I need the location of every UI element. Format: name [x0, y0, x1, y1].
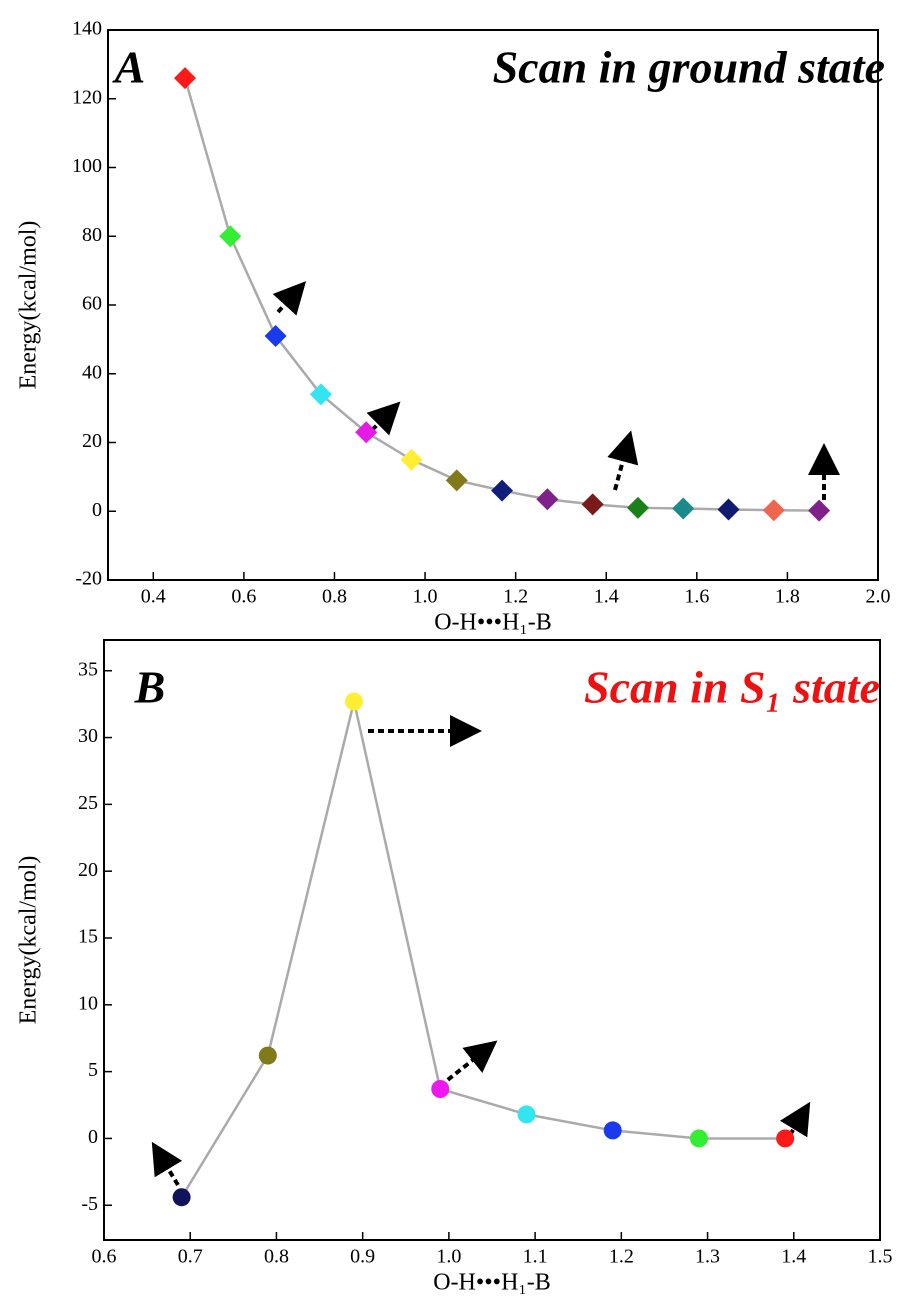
chart-title: Scan in ground state [493, 42, 885, 93]
x-tick-label: 1.2 [503, 586, 528, 608]
y-tick-label: 10 [78, 992, 98, 1014]
y-tick-label: 25 [78, 792, 98, 814]
data-point [717, 498, 740, 521]
y-tick-label: 5 [88, 1059, 98, 1081]
data-point [264, 324, 287, 347]
y-tick-label: 35 [78, 658, 98, 680]
data-point [219, 225, 242, 248]
data-point [172, 1188, 191, 1207]
chart-title: Scan in S₁ state [584, 662, 880, 713]
y-tick-label: 40 [82, 361, 102, 383]
data-point [603, 1121, 622, 1140]
data-point [626, 496, 649, 519]
data-point [400, 448, 423, 471]
y-tick-label: 140 [72, 18, 102, 40]
y-tick-label: 0 [92, 499, 102, 521]
molecule-arrows [151, 281, 840, 1187]
data-point [581, 493, 604, 516]
x-tick-label: 1.4 [594, 586, 619, 608]
panel-label: B [134, 662, 166, 713]
data-point [355, 421, 378, 444]
plot-frame [103, 639, 881, 1241]
y-tick-label: 20 [78, 859, 98, 881]
x-tick-label: 1.1 [523, 1246, 548, 1268]
x-tick-label: 1.2 [609, 1246, 634, 1268]
data-point [445, 469, 468, 492]
y-tick-label: 80 [82, 224, 102, 246]
data-point [345, 692, 364, 711]
data-point [174, 67, 196, 90]
x-tick-label: 1.6 [684, 586, 709, 608]
y-tick-label: 0 [88, 1126, 98, 1148]
data-point [776, 1129, 795, 1148]
y-axis-label: Energy(kcal/mol) [16, 221, 42, 390]
series-line [180, 701, 786, 1198]
y-tick-label: -5 [81, 1193, 98, 1215]
data-point [517, 1105, 536, 1124]
y-tick-label: 30 [78, 725, 98, 747]
y-tick-label: 20 [82, 430, 102, 452]
y-tick-label: 60 [82, 293, 102, 315]
x-tick-label: 1.0 [436, 1246, 461, 1268]
data-point [431, 1079, 450, 1098]
series-line [183, 77, 820, 512]
x-tick-label: 2.0 [866, 586, 891, 608]
x-tick-label: 0.4 [141, 586, 166, 608]
data-point [536, 488, 559, 511]
x-tick-label: 1.5 [868, 1246, 893, 1268]
x-tick-label: 0.7 [178, 1246, 203, 1268]
y-tick-label: 120 [72, 86, 102, 108]
plot-frame [107, 29, 879, 581]
data-point [689, 1129, 708, 1148]
data-point [672, 497, 695, 520]
data-point [762, 499, 785, 522]
x-axis-label: O-H•••H₁-B [433, 1270, 551, 1296]
x-tick-label: 0.6 [92, 1246, 117, 1268]
x-tick-label: 1.3 [695, 1246, 720, 1268]
data-point [258, 1046, 277, 1065]
y-tick-label: 15 [78, 926, 98, 948]
x-tick-label: 0.9 [350, 1246, 375, 1268]
data-point [808, 499, 831, 522]
x-axis-label: O-H•••H₁-B [434, 610, 552, 636]
y-axis-label: Energy(kcal/mol) [16, 856, 42, 1025]
panel-label: A [112, 42, 146, 93]
data-point [491, 479, 514, 502]
x-tick-label: 0.8 [322, 586, 347, 608]
x-tick-label: 1.8 [775, 586, 800, 608]
y-tick-label: 100 [72, 155, 102, 177]
x-tick-label: 0.6 [231, 586, 256, 608]
x-tick-label: 1.4 [781, 1246, 806, 1268]
y-tick-label: -20 [75, 568, 102, 590]
data-point [309, 383, 332, 406]
x-tick-label: 1.0 [413, 586, 438, 608]
x-tick-label: 0.8 [264, 1246, 289, 1268]
